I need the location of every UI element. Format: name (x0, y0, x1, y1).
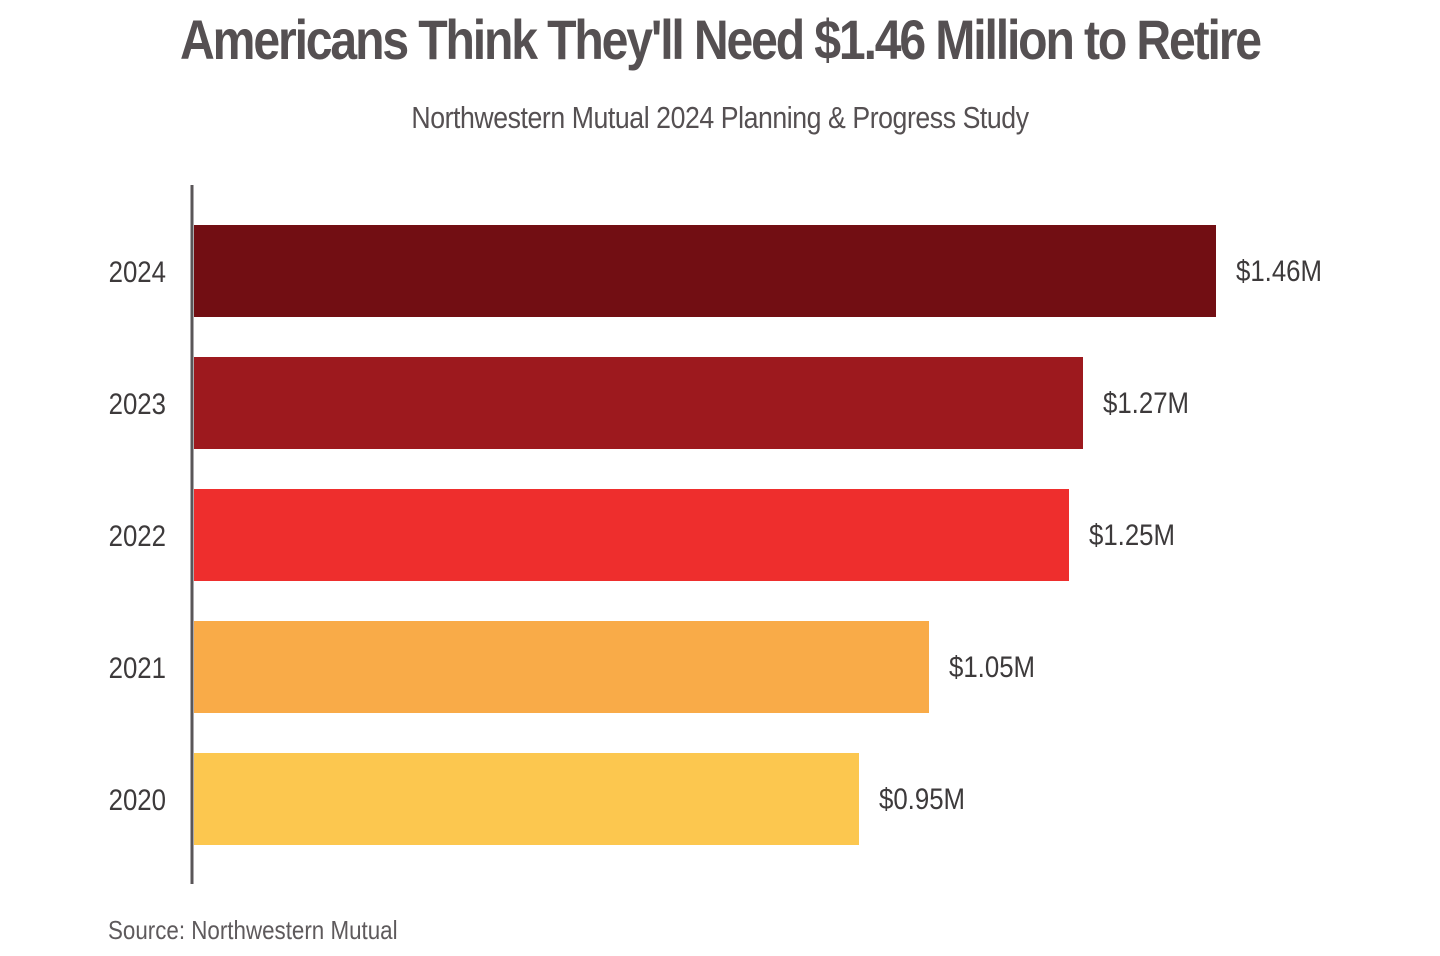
value-label-2022: $1.25M (1089, 518, 1175, 551)
chart-title: Americans Think They'll Need $1.46 Milli… (180, 8, 1262, 71)
bar-2020 (194, 753, 859, 845)
bar-2021 (194, 621, 929, 713)
source-note: Source: Northwestern Mutual (108, 915, 398, 945)
category-label-2020: 2020 (109, 783, 166, 816)
category-label-2021: 2021 (109, 651, 166, 684)
bar-2024 (194, 225, 1216, 317)
value-label-2020: $0.95M (879, 782, 965, 815)
value-label-2023: $1.27M (1103, 386, 1189, 419)
category-label-2023: 2023 (109, 387, 166, 420)
value-label-2024: $1.46M (1236, 254, 1322, 287)
bars-layer (194, 225, 1216, 845)
bar-2023 (194, 357, 1083, 449)
labels-layer: 2024 $1.46M 2023 $1.27M 2022 $1.25M 2021 $1.05M… (109, 254, 1322, 816)
category-label-2022: 2022 (109, 519, 166, 552)
bar-2022 (194, 489, 1069, 581)
value-label-2021: $1.05M (949, 650, 1035, 683)
category-label-2024: 2024 (109, 255, 166, 288)
chart-subtitle: Northwestern Mutual 2024 Planning & Prog… (411, 100, 1029, 135)
